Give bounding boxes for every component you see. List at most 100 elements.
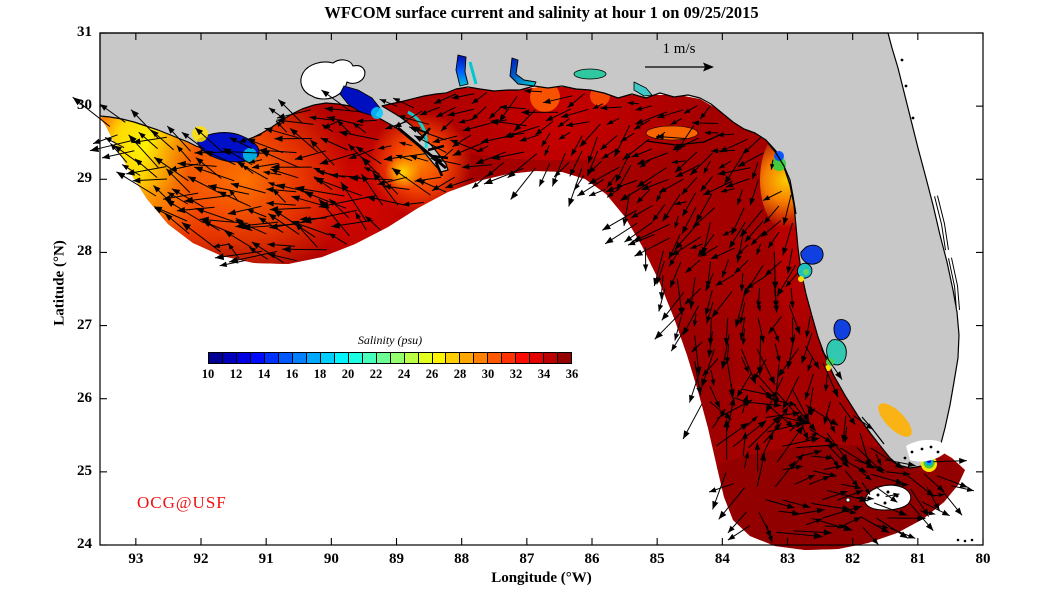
current-vector-head	[169, 165, 178, 172]
current-vector-head	[154, 206, 163, 213]
current-vector-head	[264, 127, 273, 134]
current-vector-head	[729, 392, 735, 399]
current-vector-head	[491, 154, 500, 160]
colorbar-title: Salinity (psu)	[357, 333, 423, 347]
current-vector-head	[715, 279, 723, 286]
current-vector-head	[802, 502, 811, 509]
colorbar-segment	[209, 353, 222, 363]
colorbar-segment	[249, 353, 264, 363]
florida-bay-key-specks	[903, 445, 940, 460]
current-vector-head	[876, 458, 882, 466]
current-vector-head	[568, 197, 575, 207]
current-vector-head	[829, 418, 839, 426]
colorbar-segment	[529, 353, 544, 363]
current-vector-head	[167, 126, 175, 134]
current-vector-head	[807, 408, 816, 416]
current-vector-head	[481, 137, 489, 144]
colorbar-segment	[445, 353, 460, 363]
current-vector-head	[765, 269, 772, 276]
current-vector-head	[300, 216, 308, 222]
current-vector-head	[417, 179, 426, 186]
current-vector-head	[535, 128, 543, 135]
current-vector-head	[402, 201, 410, 207]
current-vector-head	[510, 191, 519, 200]
current-vector-head	[840, 490, 848, 497]
current-vector-head	[670, 280, 676, 288]
current-vector-head	[802, 432, 809, 440]
current-vector-head	[744, 234, 752, 243]
current-vector-head	[701, 378, 708, 387]
current-vector-head	[636, 196, 643, 204]
current-vector-head	[268, 213, 277, 221]
current-vector-head	[895, 478, 904, 485]
current-vector-head	[746, 282, 754, 289]
credit-watermark: OCG@USF	[137, 493, 227, 512]
current-vector-head	[602, 223, 611, 231]
current-vector-head	[554, 170, 561, 177]
current-vector-head	[925, 522, 934, 531]
current-vector-head	[105, 137, 113, 143]
current-vector-head	[849, 509, 857, 515]
current-vector-head	[352, 122, 360, 129]
current-vector-head	[795, 464, 803, 470]
current-vector-head	[711, 309, 719, 318]
current-vector-head	[763, 195, 771, 201]
x-tick-label: 81	[910, 551, 926, 567]
colorbar-segment	[501, 353, 516, 363]
colorbar-tick-label: 20	[341, 367, 355, 381]
current-vector-head	[760, 230, 768, 237]
current-vector-head	[151, 130, 159, 137]
current-vector-head	[903, 471, 911, 477]
current-vector-head	[864, 488, 870, 495]
current-vector-head	[507, 132, 515, 138]
current-vector-head	[675, 171, 684, 177]
current-vector-head	[722, 230, 729, 236]
current-vector-head	[349, 153, 357, 159]
current-vector-head	[432, 137, 440, 144]
current-vector-head	[372, 172, 381, 181]
current-vector-head	[361, 157, 371, 167]
current-vector-head	[699, 251, 707, 257]
current-vector-head	[928, 510, 936, 516]
colorbar-segment	[431, 353, 446, 363]
current-vector-head	[607, 191, 614, 198]
current-vector-head	[377, 179, 386, 186]
current-vector-head	[721, 188, 728, 193]
x-tick-label: 83	[780, 551, 795, 567]
colorbar-segment	[277, 353, 292, 363]
current-vector-head	[521, 109, 530, 116]
x-tick-label: 92	[193, 551, 209, 567]
current-vector-head	[365, 216, 372, 223]
current-vector-head	[641, 184, 650, 190]
current-vector-head	[278, 99, 286, 107]
current-vector-head	[865, 474, 872, 481]
current-vector-head	[740, 228, 748, 237]
current-vector-head	[718, 163, 726, 169]
current-vector-head	[116, 171, 126, 180]
current-vector-head	[194, 149, 203, 156]
x-axis-label: Longitude (°W)	[491, 570, 592, 586]
current-vector-head	[483, 177, 493, 184]
current-vector-head	[801, 355, 807, 364]
current-vector-head	[128, 134, 137, 144]
x-tick-label: 86	[584, 551, 600, 567]
current-vector-head	[697, 249, 705, 257]
current-vector-head	[627, 239, 636, 246]
current-vector-head	[692, 320, 698, 327]
colorbar-segment	[291, 353, 306, 363]
current-vector-head	[853, 505, 862, 512]
current-vector-head	[134, 158, 143, 166]
colorbar-segment	[235, 353, 250, 363]
current-vector-head	[703, 189, 712, 196]
current-vector-head	[247, 209, 254, 215]
colorbar-segment	[221, 353, 236, 363]
current-vector-head	[395, 154, 403, 160]
current-vector-head	[445, 182, 454, 189]
current-vector-head	[673, 144, 680, 149]
colorbar-tick-label: 36	[565, 367, 579, 381]
colorbar-tick-label: 12	[229, 367, 243, 381]
current-vector-head	[489, 112, 496, 119]
current-vector-head	[290, 128, 298, 136]
current-vector-head	[785, 280, 792, 287]
current-vector-head	[669, 259, 675, 267]
